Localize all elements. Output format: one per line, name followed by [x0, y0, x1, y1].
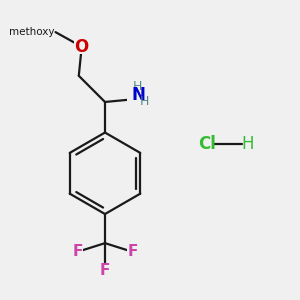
Text: H: H: [242, 135, 254, 153]
Text: methoxy: methoxy: [9, 26, 54, 37]
FancyBboxPatch shape: [71, 246, 83, 258]
FancyBboxPatch shape: [99, 264, 111, 278]
Text: N: N: [131, 86, 146, 104]
Text: F: F: [128, 244, 138, 260]
Text: Cl: Cl: [198, 135, 216, 153]
Text: O: O: [75, 38, 89, 56]
Text: F: F: [100, 263, 110, 278]
Text: H: H: [132, 80, 142, 93]
FancyBboxPatch shape: [127, 246, 139, 258]
Text: H: H: [140, 95, 150, 109]
FancyBboxPatch shape: [127, 82, 153, 104]
FancyBboxPatch shape: [74, 40, 90, 54]
Text: F: F: [72, 244, 82, 260]
